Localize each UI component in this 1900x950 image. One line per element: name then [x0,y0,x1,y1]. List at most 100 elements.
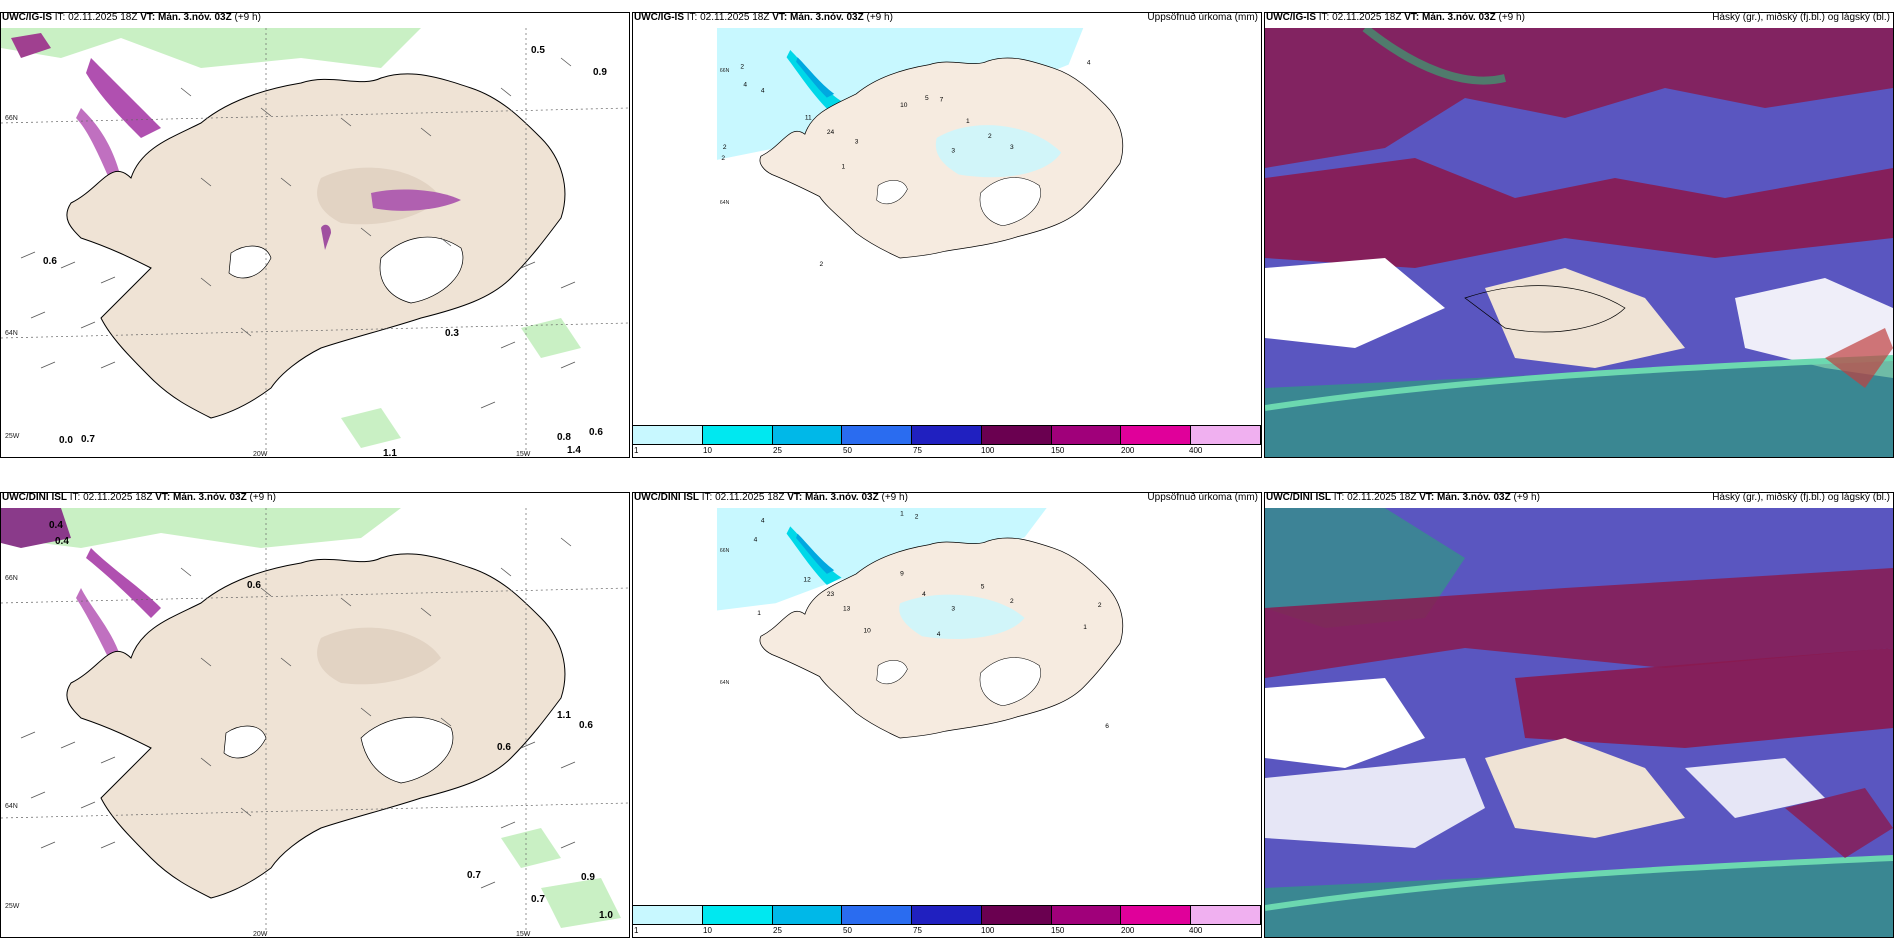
precip-label: 0.6 [43,256,57,267]
panel-bottom-middle: UWC/DINI ISL IT: 02.11.2025 18Z VT: Mán.… [632,492,1262,938]
precip-label: 1.4 [567,445,581,456]
precip-label: 0.0 [59,435,73,446]
precip-label: 0.9 [593,67,607,78]
panel-title: Háský (gr.), miðský (fj.bl.) og lágský (… [1712,492,1890,503]
colorbar-swatch [842,906,913,924]
cloud-cover-map [1265,508,1893,937]
colorbar-swatch [1191,906,1261,924]
lon-label-25: 25W [5,433,20,440]
accum-value: 4 [937,631,941,638]
colorbar-swatch [842,426,913,444]
lat-label-66: 66N [720,68,730,74]
colorbar-swatch [1121,426,1192,444]
colorbar [633,425,1261,445]
panel-header: UWC/IG-IS IT: 02.11.2025 18Z VT: Mán. 3.… [1266,12,1525,23]
lat-label-64: 64N [720,200,730,206]
accum-value: 10 [900,102,908,109]
accum-value: 1 [1083,624,1087,631]
accum-value: 7 [940,96,944,103]
accum-value: 2 [988,133,992,140]
accum-value: 4 [761,87,765,94]
colorbar-swatch [772,906,843,924]
precip-label: 1.0 [599,910,613,921]
precip-label: 0.4 [49,520,63,531]
accum-value: 24 [827,129,835,136]
accumulated-precip-map: 1 2 4 4 1 9 12 23 13 10 4 3 5 2 4 1 2 6 … [716,508,1178,739]
colorbar-swatch [633,906,703,924]
lon-label-15: 15W [516,451,531,458]
colorbar-swatch [702,906,773,924]
accum-value: 4 [1087,60,1091,67]
accum-value: 9 [900,570,904,577]
precip-label: 0.7 [531,894,545,905]
accum-value: 2 [740,63,744,70]
lat-label-64: 64N [720,680,730,686]
panel-top-left: UWC/IG-IS IT: 02.11.2025 18Z VT: Mán. 3.… [0,12,630,458]
accum-value: 3 [951,606,955,613]
panel-header: UWC/DINI ISL IT: 02.11.2025 18Z VT: Mán.… [634,492,908,503]
precip-label: 0.8 [557,432,571,443]
panel-bottom-left: UWC/DINI ISL IT: 02.11.2025 18Z VT: Mán.… [0,492,630,938]
accum-value: 2 [721,155,725,162]
precip-label: 0.5 [531,45,545,56]
colorbar-swatch [1191,426,1261,444]
accum-value: 13 [843,606,851,613]
colorbar-swatch [981,906,1052,924]
panel-title: Uppsöfnuð úrkoma (mm) [1147,12,1258,23]
colorbar-labels: 1 10 25 50 75 100 150 200 400 [634,446,1203,455]
accum-value: 6 [1105,723,1109,730]
accum-value: 4 [761,518,765,525]
colorbar-swatch [633,426,703,444]
lat-label-66: 66N [5,115,18,122]
colorbar-swatch [1051,906,1122,924]
precip-wind-map: 66N 64N 25W 20W 15W 0.5 0.9 0.6 0.3 0.8 … [1,28,629,458]
accum-value: 1 [900,510,904,517]
panel-header: UWC/DINI ISL IT: 02.11.2025 18Z VT: Mán.… [1266,492,1540,503]
accum-value: 11 [805,115,812,122]
panel-header: UWC/IG-IS IT: 02.11.2025 18Z VT: Mán. 3.… [634,12,893,23]
precip-label: 1.1 [557,710,571,721]
accum-value: 1 [966,118,970,125]
accum-value: 3 [951,148,955,155]
accum-value: 2 [820,261,824,268]
lat-label-66: 66N [720,548,730,554]
accum-value: 3 [855,139,859,146]
colorbar-swatch [912,906,982,924]
accum-value: 12 [803,576,811,583]
precip-label: 0.7 [81,434,95,445]
precip-label: 0.6 [589,427,603,438]
panel-title: Uppsöfnuð úrkoma (mm) [1147,492,1258,503]
accum-value: 5 [925,95,929,102]
lat-label-64: 64N [5,803,18,810]
accum-value: 4 [754,537,758,544]
accum-value: 5 [981,584,985,591]
panel-top-right: UWC/IG-IS IT: 02.11.2025 18Z VT: Mán. 3.… [1264,12,1894,458]
colorbar-swatch [1051,426,1122,444]
accum-value: 2 [1010,598,1014,605]
panel-bottom-right: UWC/DINI ISL IT: 02.11.2025 18Z VT: Mán.… [1264,492,1894,938]
colorbar-swatch [1121,906,1192,924]
lon-label-15: 15W [516,931,531,938]
accum-value: 2 [915,513,919,520]
precip-label: 0.7 [467,870,481,881]
accum-value: 1 [842,164,846,171]
panel-title: Háský (gr.), miðský (fj.bl.) og lágský (… [1712,12,1890,23]
cloud-cover-map [1265,28,1893,457]
accum-value: 2 [1098,602,1102,609]
lat-label-64: 64N [5,330,18,337]
panel-top-middle: UWC/IG-IS IT: 02.11.2025 18Z VT: Mán. 3.… [632,12,1262,458]
precip-label: 0.9 [581,872,595,883]
accumulated-precip-map: 2 4 4 2 2 10 11 24 3 5 7 3 1 2 3 4 1 2 6… [716,28,1178,268]
precip-label: 0.6 [247,580,261,591]
colorbar-labels: 1 10 25 50 75 100 150 200 400 [634,926,1203,935]
precip-label: 0.4 [55,536,69,547]
accum-value: 10 [863,628,871,635]
colorbar-swatch [912,426,982,444]
precip-label: 0.3 [445,328,459,339]
accum-value: 4 [743,82,747,89]
lon-label-20: 20W [253,451,268,458]
accum-value: 1 [757,610,761,617]
accum-value: 23 [827,591,835,598]
accum-value: 4 [922,591,926,598]
accum-value: 3 [1010,144,1014,151]
